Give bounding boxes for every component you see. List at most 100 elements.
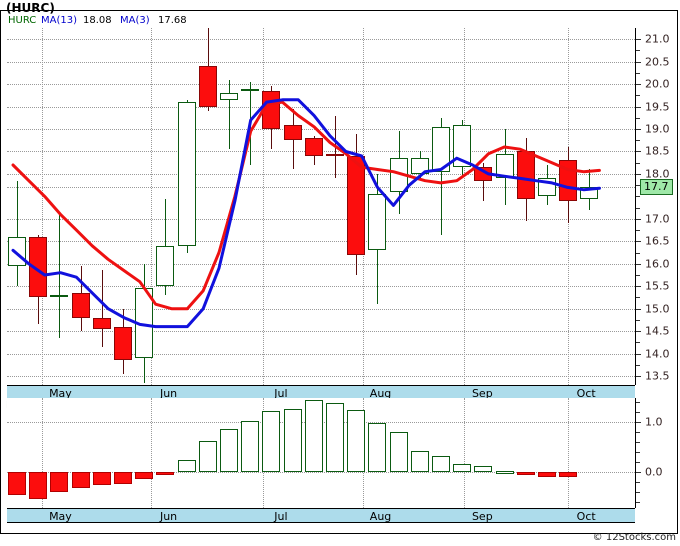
copyright-footer: © 12Stocks.com <box>592 532 676 543</box>
macd-histogram-bar <box>347 410 365 472</box>
price-gridline <box>7 129 635 131</box>
candle-wick <box>441 117 442 235</box>
macd-minor-tick <box>636 402 640 403</box>
macd-histogram-bar <box>326 403 344 472</box>
macd-histogram-bar <box>368 423 386 472</box>
candle-body <box>199 66 217 107</box>
month-label: Jun <box>159 387 178 400</box>
price-tick-mark <box>636 353 641 355</box>
month-label: Sep <box>471 510 493 523</box>
price-tick-label: 14.0 <box>645 347 670 361</box>
candle-body <box>347 155 365 255</box>
price-tick-label: 16.0 <box>645 257 670 271</box>
last-price-gridline <box>7 187 635 189</box>
price-minor-tick <box>636 319 640 321</box>
macd-histogram-bar <box>432 456 450 472</box>
macd-histogram-bar <box>411 451 429 472</box>
price-tick-mark <box>636 151 641 153</box>
macd-histogram-bar <box>284 408 302 472</box>
price-gridline <box>7 218 635 220</box>
candle-body <box>50 295 68 298</box>
candle-wick <box>483 162 484 201</box>
price-axis: 21.0 20.5 20.0 19.5 19.0 18.5 18.0 17.0 16.5 16.0… <box>635 28 680 385</box>
macd-histogram-bar <box>241 420 259 472</box>
macd-histogram-bar <box>262 411 280 472</box>
price-tick-mark <box>636 61 641 63</box>
candle-body <box>241 88 259 91</box>
price-tick-mark <box>636 331 641 333</box>
price-tick-label: 21.0 <box>645 32 670 46</box>
macd-month-axis: May Jun Jul Aug Sep Oct <box>7 508 635 523</box>
price-tick-label: 20.5 <box>645 55 670 69</box>
macd-minor-tick <box>636 452 640 453</box>
macd-month-gridline <box>150 398 152 508</box>
macd-histogram-bar <box>50 472 68 492</box>
legend-ma3-label: MA(3) <box>120 15 150 26</box>
candle-body <box>72 292 90 318</box>
month-label: Oct <box>576 510 596 523</box>
price-tick-label: 13.5 <box>645 369 670 383</box>
price-tick-label: 15.0 <box>645 302 670 316</box>
macd-minor-tick <box>636 492 640 493</box>
price-gridline <box>7 353 635 355</box>
price-gridline <box>7 106 635 108</box>
price-gridline <box>7 39 635 41</box>
price-gridline <box>7 331 635 333</box>
price-tick-mark <box>636 376 641 378</box>
macd-histogram-bar <box>178 460 196 472</box>
candle-body <box>453 124 471 168</box>
macd-tick-mark <box>636 472 641 473</box>
price-tick-label: 18.0 <box>645 167 670 181</box>
price-gridline <box>7 61 635 63</box>
candle-body <box>368 194 386 251</box>
price-tick-label: 20.0 <box>645 77 670 91</box>
macd-chart-plot-area[interactable] <box>7 398 635 508</box>
macd-histogram-bar <box>72 472 90 488</box>
price-tick-mark <box>636 39 641 41</box>
macd-minor-tick <box>636 412 640 413</box>
month-label: May <box>49 387 72 400</box>
macd-histogram-bar <box>559 472 577 477</box>
macd-minor-tick <box>636 462 640 463</box>
macd-histogram-bar <box>474 465 492 472</box>
macd-month-gridline <box>42 398 44 508</box>
macd-histogram-bar <box>305 400 323 472</box>
macd-histogram-bar <box>199 440 217 472</box>
price-minor-tick <box>636 230 640 232</box>
macd-histogram-bar <box>220 429 238 472</box>
candle-wick <box>229 79 230 150</box>
price-minor-tick <box>636 50 640 52</box>
price-minor-tick <box>636 162 640 164</box>
candle-body <box>93 317 111 329</box>
price-month-gridline <box>464 28 466 385</box>
price-gridline <box>7 376 635 378</box>
last-price-label: 17.7 <box>640 179 673 196</box>
month-label: May <box>49 510 72 523</box>
candle-body <box>411 158 429 174</box>
price-gridline <box>7 263 635 265</box>
price-chart-plot-area[interactable] <box>7 28 635 385</box>
price-minor-tick <box>636 117 640 119</box>
macd-month-gridline <box>464 398 466 508</box>
price-minor-tick <box>636 364 640 366</box>
macd-histogram-bar <box>538 472 556 477</box>
ma-line <box>11 98 601 329</box>
price-tick-label: 19.5 <box>645 100 670 114</box>
candle-body <box>114 326 132 361</box>
price-minor-tick <box>636 140 640 142</box>
price-month-gridline <box>150 28 152 385</box>
candle-body <box>432 126 450 172</box>
candle-body <box>496 153 514 179</box>
price-tick-mark <box>636 286 641 288</box>
candle-body <box>326 153 344 156</box>
month-label: Jul <box>274 387 288 400</box>
macd-histogram-bar <box>156 472 174 475</box>
candle-wick <box>102 270 103 347</box>
price-gridline <box>7 308 635 310</box>
price-month-gridline <box>42 28 44 385</box>
macd-histogram-bar <box>8 472 26 495</box>
month-label: Aug <box>369 510 392 523</box>
month-label: Jul <box>274 510 288 523</box>
price-tick-mark <box>636 308 641 310</box>
